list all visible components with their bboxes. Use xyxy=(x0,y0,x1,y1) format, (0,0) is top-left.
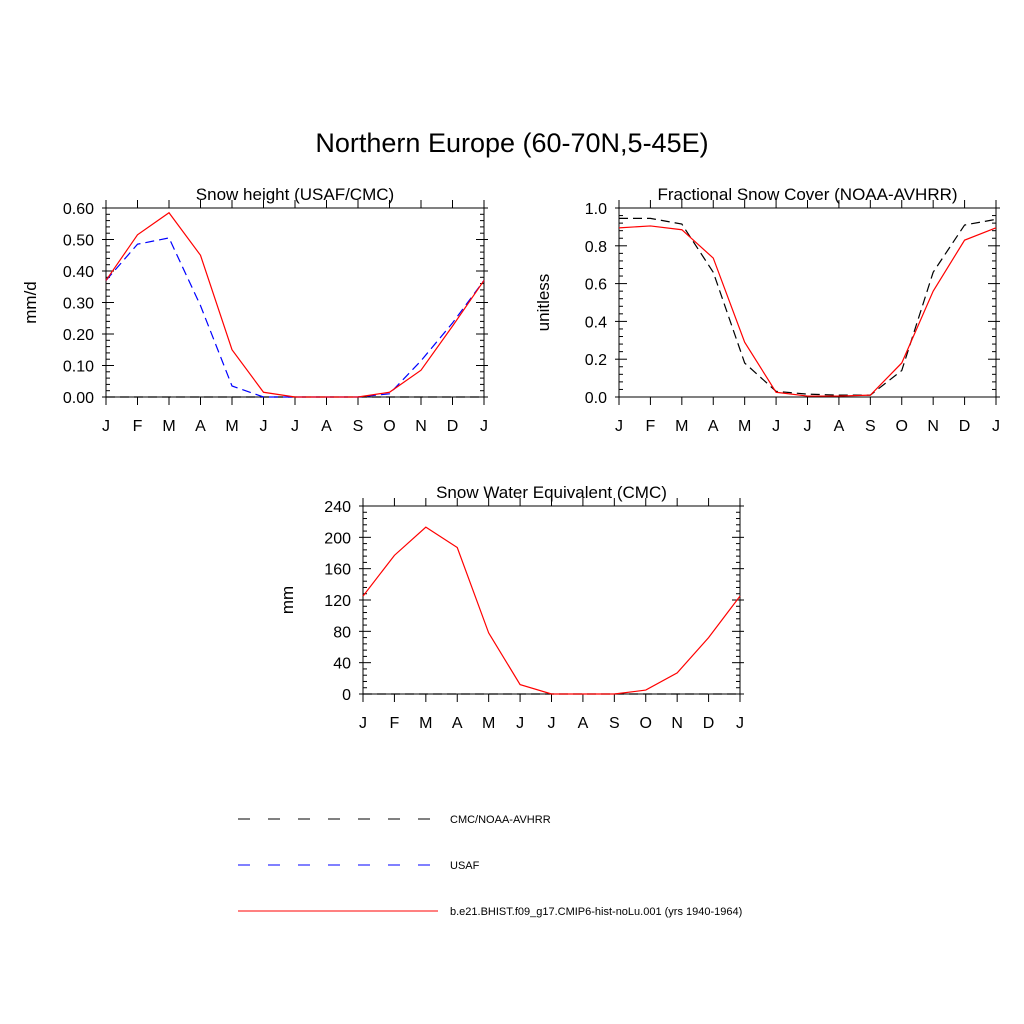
y-tick-label: 0.30 xyxy=(63,296,94,313)
x-tick-label: M xyxy=(162,418,175,435)
x-tick-label: J xyxy=(480,418,488,435)
x-tick-label: J xyxy=(102,418,110,435)
x-tick-label: A xyxy=(321,418,332,435)
series-line xyxy=(105,211,485,398)
x-tick-label: F xyxy=(133,418,143,435)
y-axis-label: mm/d xyxy=(21,281,40,324)
x-tick-label: S xyxy=(353,418,364,435)
y-tick-label: 0.00 xyxy=(63,390,94,407)
x-tick-label: J xyxy=(291,418,299,435)
y-tick-label: 0.50 xyxy=(63,233,94,250)
x-tick-label: N xyxy=(415,418,427,435)
x-tick-label: D xyxy=(447,418,459,435)
y-tick-label: 0.20 xyxy=(63,327,94,344)
series-line xyxy=(105,237,485,398)
y-tick-label: 0.60 xyxy=(63,201,94,218)
x-tick-label: O xyxy=(383,418,395,435)
x-tick-label: A xyxy=(195,418,206,435)
chart-title: Snow height (USAF/CMC) xyxy=(196,185,394,204)
plot-frame xyxy=(105,207,485,398)
x-tick-label: M xyxy=(225,418,238,435)
x-tick-label: J xyxy=(260,418,268,435)
y-tick-label: 0.10 xyxy=(63,359,94,376)
y-tick-label: 0.40 xyxy=(63,264,94,281)
figure-title: Northern Europe (60-70N,5-45E) xyxy=(315,128,709,158)
